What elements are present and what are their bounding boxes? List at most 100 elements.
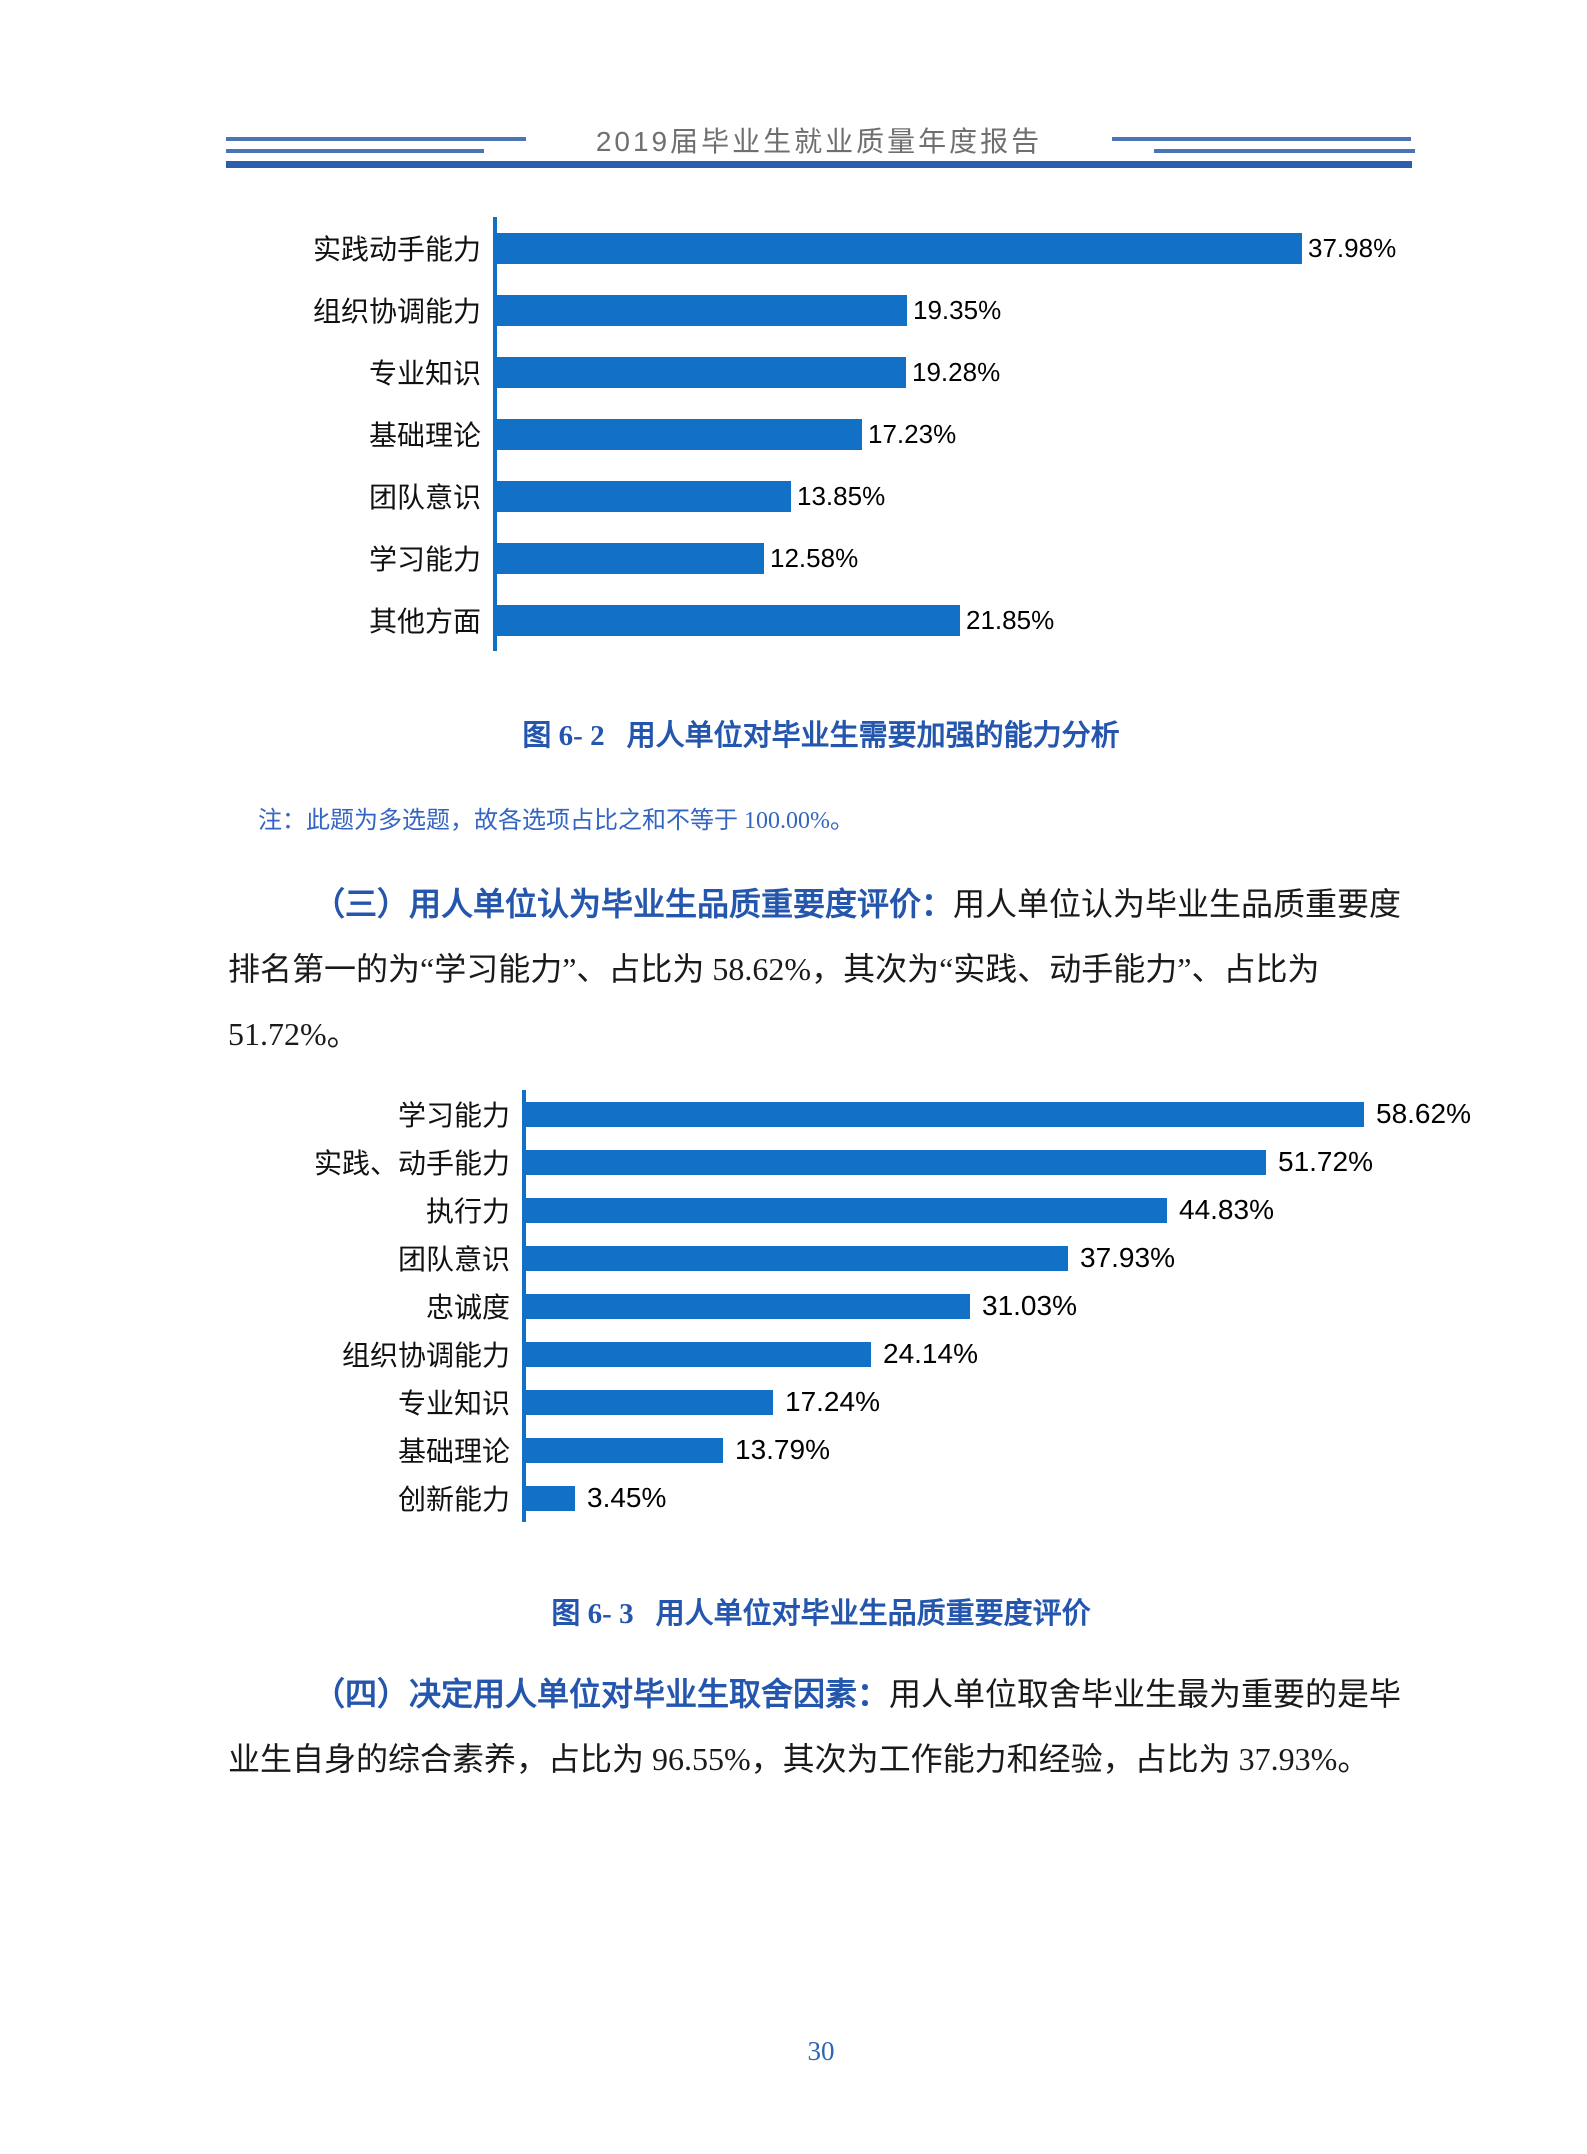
chart-row: 专业知识 17.24% bbox=[228, 1378, 1528, 1426]
category-label: 团队意识 bbox=[368, 483, 481, 514]
bar bbox=[526, 1101, 1364, 1127]
bar-zone: 58.62% bbox=[522, 1090, 1528, 1138]
category-label: 组织协调能力 bbox=[312, 297, 481, 328]
figure-6-2-label: 图 6- 2 bbox=[522, 720, 605, 752]
paragraph-text: 用人单位认为毕业生品质重要度 bbox=[953, 886, 1402, 922]
bar-zone: 21.85% bbox=[493, 589, 1528, 651]
value-label: 51.72% bbox=[1278, 1146, 1373, 1177]
category-label: 专业知识 bbox=[397, 1389, 510, 1420]
bar bbox=[526, 1149, 1266, 1175]
bar-zone: 13.79% bbox=[522, 1426, 1528, 1474]
category-label: 实践、动手能力 bbox=[313, 1149, 510, 1180]
paragraph-heading: （三）用人单位认为毕业生品质重要度评价： bbox=[313, 886, 954, 922]
chart-row: 实践动手能力 37.98% bbox=[228, 217, 1528, 279]
chart-row: 组织协调能力 19.35% bbox=[228, 279, 1528, 341]
chart-row: 实践、动手能力 51.72% bbox=[228, 1138, 1528, 1186]
paragraph-text: 排名第一的为“学习能力”、占比为 58.62%，其次为“实践、动手能力”、占比为 bbox=[228, 951, 1320, 987]
bar bbox=[526, 1389, 773, 1415]
category-label: 其他方面 bbox=[368, 607, 481, 638]
bar bbox=[497, 604, 960, 636]
header-rule-right-top bbox=[1112, 137, 1411, 141]
value-label: 31.03% bbox=[982, 1290, 1077, 1321]
chart-row: 执行力 44.83% bbox=[228, 1186, 1528, 1234]
category-label: 专业知识 bbox=[368, 359, 481, 390]
value-label: 37.98% bbox=[1308, 232, 1397, 263]
header-rule-right-bottom bbox=[1154, 149, 1415, 153]
figure-6-2-title: 用人单位对毕业生需要加强的能力分析 bbox=[626, 720, 1120, 752]
figure-6-3-title: 用人单位对毕业生品质重要度评价 bbox=[655, 1598, 1091, 1630]
chart-row: 学习能力 12.58% bbox=[228, 527, 1528, 589]
bar-zone: 51.72% bbox=[522, 1138, 1528, 1186]
bar-zone: 12.58% bbox=[493, 527, 1528, 589]
bar bbox=[497, 232, 1302, 264]
bar-zone: 37.93% bbox=[522, 1234, 1528, 1282]
bar bbox=[526, 1293, 970, 1319]
value-label: 19.28% bbox=[912, 356, 1001, 387]
figure-6-3-label: 图 6- 3 bbox=[551, 1598, 634, 1630]
paragraph-text: 业生自身的综合素养，占比为 96.55%，其次为工作能力和经验，占比为 37.9… bbox=[228, 1741, 1370, 1777]
value-label: 13.85% bbox=[797, 480, 886, 511]
category-label: 创新能力 bbox=[397, 1485, 510, 1516]
value-label: 13.79% bbox=[735, 1434, 830, 1465]
value-label: 37.93% bbox=[1080, 1242, 1175, 1273]
bar-zone: 31.03% bbox=[522, 1282, 1528, 1330]
category-label: 基础理论 bbox=[397, 1437, 510, 1468]
bar-zone: 24.14% bbox=[522, 1330, 1528, 1378]
header-rule-left-bottom bbox=[226, 149, 484, 153]
chart-row: 团队意识 13.85% bbox=[228, 465, 1528, 527]
chart-row: 其他方面 21.85% bbox=[228, 589, 1528, 651]
bar bbox=[497, 418, 862, 450]
paragraph-section-4: （四）决定用人单位对毕业生取舍因素：用人单位取舍毕业生最为重要的是毕 业生自身的… bbox=[228, 1662, 1438, 1792]
page-number: 30 bbox=[807, 2036, 835, 2066]
chart-figure-6-2: 实践动手能力 37.98% 组织协调能力 19.35% 专业知识 19.28% 基础理论 17… bbox=[228, 217, 1528, 651]
header-rule-thick bbox=[226, 161, 1412, 168]
bar bbox=[526, 1437, 723, 1463]
value-label: 58.62% bbox=[1376, 1098, 1471, 1129]
figure-6-3-caption: 图 6- 3 用人单位对毕业生品质重要度评价 bbox=[228, 1590, 1414, 1632]
bar bbox=[497, 294, 907, 326]
chart-row: 创新能力 3.45% bbox=[228, 1474, 1528, 1522]
chart-row: 基础理论 13.79% bbox=[228, 1426, 1528, 1474]
paragraph-line: 排名第一的为“学习能力”、占比为 58.62%，其次为“实践、动手能力”、占比为 bbox=[228, 937, 1438, 1002]
paragraph-line: 业生自身的综合素养，占比为 96.55%，其次为工作能力和经验，占比为 37.9… bbox=[228, 1727, 1438, 1792]
paragraph-heading: （四）决定用人单位对毕业生取舍因素： bbox=[313, 1676, 890, 1712]
page-footer: 30 bbox=[228, 2036, 1414, 2067]
chart-row: 学习能力 58.62% bbox=[228, 1090, 1528, 1138]
category-label: 实践动手能力 bbox=[312, 235, 481, 266]
bar bbox=[526, 1341, 871, 1367]
chart-row: 基础理论 17.23% bbox=[228, 403, 1528, 465]
bar-zone: 44.83% bbox=[522, 1186, 1528, 1234]
chart-row: 团队意识 37.93% bbox=[228, 1234, 1528, 1282]
paragraph-text: 用人单位取舍毕业生最为重要的是毕 bbox=[889, 1676, 1402, 1712]
chart-note: 注：此题为多选题，故各选项占比之和不等于 100.00%。 bbox=[258, 808, 854, 834]
bar bbox=[526, 1485, 575, 1511]
bar-zone: 17.23% bbox=[493, 403, 1528, 465]
chart-row: 忠诚度 31.03% bbox=[228, 1282, 1528, 1330]
bar-zone: 13.85% bbox=[493, 465, 1528, 527]
category-label: 学习能力 bbox=[368, 545, 481, 576]
bar bbox=[526, 1197, 1167, 1223]
bar bbox=[526, 1245, 1068, 1271]
value-label: 12.58% bbox=[770, 542, 859, 573]
bar bbox=[497, 542, 764, 574]
paragraph-text: 51.72%。 bbox=[228, 1016, 359, 1052]
category-label: 执行力 bbox=[425, 1197, 510, 1228]
category-label: 忠诚度 bbox=[425, 1293, 510, 1324]
bar-zone: 37.98% bbox=[493, 217, 1528, 279]
bar bbox=[497, 356, 906, 388]
value-label: 44.83% bbox=[1179, 1194, 1274, 1225]
report-title: 2019届毕业生就业质量年度报告 bbox=[595, 126, 1043, 157]
bar-zone: 3.45% bbox=[522, 1474, 1528, 1522]
value-label: 24.14% bbox=[883, 1338, 978, 1369]
category-label: 团队意识 bbox=[397, 1245, 510, 1276]
header-rule-left-top bbox=[226, 137, 526, 141]
value-label: 17.23% bbox=[868, 418, 957, 449]
bar-zone: 19.28% bbox=[493, 341, 1528, 403]
bar bbox=[497, 480, 791, 512]
value-label: 19.35% bbox=[913, 294, 1002, 325]
category-label: 组织协调能力 bbox=[341, 1341, 510, 1372]
value-label: 3.45% bbox=[587, 1482, 667, 1513]
value-label: 21.85% bbox=[966, 604, 1055, 635]
category-label: 学习能力 bbox=[397, 1101, 510, 1132]
